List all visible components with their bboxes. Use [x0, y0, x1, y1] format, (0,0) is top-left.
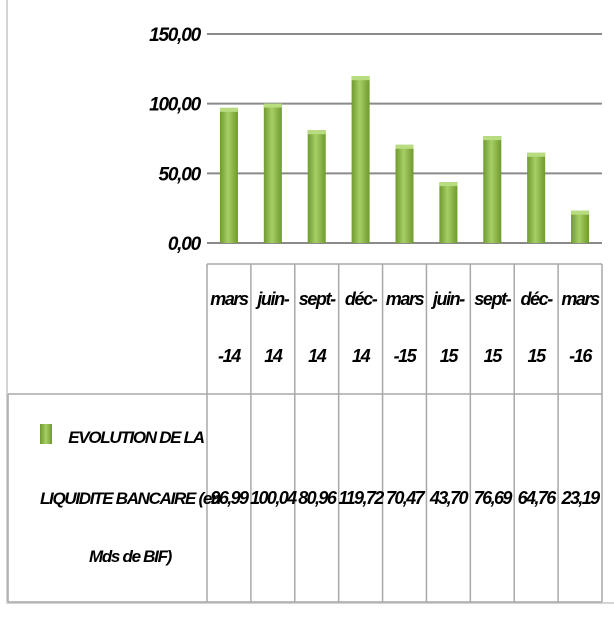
- category-label: juin-: [255, 289, 289, 309]
- bar: [527, 152, 546, 243]
- category-label: -14: [218, 346, 241, 366]
- bar-cap: [395, 144, 414, 149]
- bar-cap: [483, 136, 502, 141]
- bar: [439, 182, 458, 243]
- category-label: mars: [561, 289, 600, 309]
- y-tick-label: 0,00: [168, 234, 202, 255]
- data-value-label: 80,96: [298, 488, 338, 508]
- category-label: mars: [210, 289, 249, 309]
- data-value-label: 23,19: [561, 488, 601, 508]
- chart-frame-left-border: [6, 0, 8, 604]
- category-label: sept-: [299, 289, 336, 309]
- y-tick-label: 50,00: [158, 164, 201, 185]
- chart-frame-bottom-border: [6, 602, 614, 604]
- category-label: 14: [308, 346, 327, 366]
- bar-cap: [219, 107, 238, 112]
- y-tick-label: 100,00: [149, 95, 202, 116]
- bar-cap: [351, 76, 370, 81]
- bar-cap: [571, 210, 590, 215]
- category-label: sept-: [474, 289, 511, 309]
- data-value-label: 70,47: [386, 488, 426, 508]
- category-label: -16: [569, 346, 593, 366]
- data-value-label: 96,99: [210, 488, 249, 508]
- category-label: déc-: [520, 289, 553, 309]
- data-value-label: 76,69: [474, 488, 513, 508]
- y-tick-label: 150,00: [149, 25, 202, 46]
- category-label: juin-: [431, 289, 465, 309]
- data-value-label: 43,70: [429, 488, 469, 508]
- data-value-label: 100,04: [250, 488, 297, 508]
- bar: [571, 210, 590, 243]
- category-label: 14: [352, 346, 371, 366]
- bar: [483, 136, 502, 243]
- bar: [395, 144, 414, 243]
- legend-series-name: LIQUIDITE BANCAIRE (en: [40, 489, 221, 508]
- category-label: 15: [528, 346, 548, 366]
- bar: [351, 76, 370, 244]
- legend-key: [40, 424, 52, 444]
- bar-cap: [263, 103, 282, 108]
- category-label: mars: [386, 289, 425, 309]
- bar-cap: [439, 182, 458, 187]
- data-value-label: 64,76: [518, 488, 558, 508]
- bar: [263, 103, 282, 243]
- category-label: -15: [394, 346, 418, 366]
- bar: [307, 130, 326, 243]
- category-label: 15: [440, 346, 460, 366]
- legend-series-name: EVOLUTION DE LA: [68, 428, 204, 447]
- bar-cap: [307, 130, 326, 135]
- bar: [219, 107, 238, 244]
- category-label: 15: [484, 346, 504, 366]
- legend-series-name: Mds de BIF): [89, 547, 173, 566]
- data-value-label: 119,72: [339, 488, 385, 508]
- category-label: 14: [264, 346, 283, 366]
- category-label: déc-: [345, 289, 378, 309]
- bar-cap: [527, 152, 546, 157]
